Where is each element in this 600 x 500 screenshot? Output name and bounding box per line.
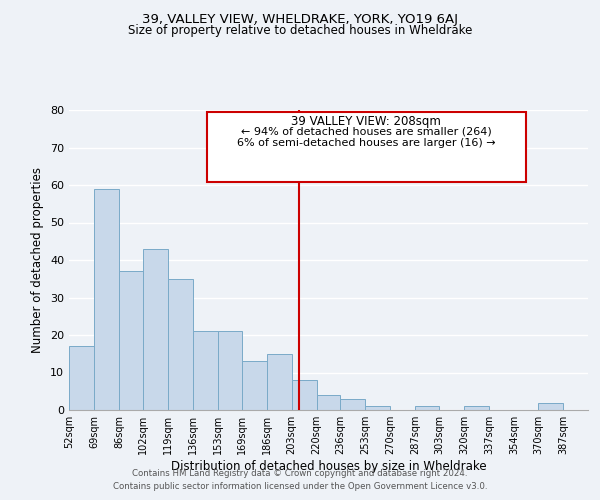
- Bar: [69, 346, 94, 410]
- Bar: [94, 188, 119, 410]
- Bar: [365, 406, 391, 410]
- Bar: [340, 399, 365, 410]
- X-axis label: Distribution of detached houses by size in Wheldrake: Distribution of detached houses by size …: [170, 460, 487, 473]
- Bar: [119, 271, 143, 410]
- Bar: [266, 354, 292, 410]
- Bar: [168, 279, 193, 410]
- Bar: [464, 406, 489, 410]
- Text: 39, VALLEY VIEW, WHELDRAKE, YORK, YO19 6AJ: 39, VALLEY VIEW, WHELDRAKE, YORK, YO19 6…: [142, 12, 458, 26]
- Y-axis label: Number of detached properties: Number of detached properties: [31, 167, 44, 353]
- Bar: [193, 331, 218, 410]
- Text: Size of property relative to detached houses in Wheldrake: Size of property relative to detached ho…: [128, 24, 472, 37]
- Bar: [415, 406, 439, 410]
- Text: 6% of semi-detached houses are larger (16) →: 6% of semi-detached houses are larger (1…: [237, 138, 496, 148]
- FancyBboxPatch shape: [206, 112, 526, 182]
- Bar: [242, 361, 266, 410]
- Bar: [317, 395, 340, 410]
- Bar: [292, 380, 317, 410]
- Text: Contains public sector information licensed under the Open Government Licence v3: Contains public sector information licen…: [113, 482, 487, 491]
- Text: Contains HM Land Registry data © Crown copyright and database right 2024.: Contains HM Land Registry data © Crown c…: [132, 468, 468, 477]
- Bar: [143, 248, 168, 410]
- Text: ← 94% of detached houses are smaller (264): ← 94% of detached houses are smaller (26…: [241, 126, 491, 136]
- Bar: [538, 402, 563, 410]
- Text: 39 VALLEY VIEW: 208sqm: 39 VALLEY VIEW: 208sqm: [291, 114, 441, 128]
- Bar: [218, 331, 242, 410]
